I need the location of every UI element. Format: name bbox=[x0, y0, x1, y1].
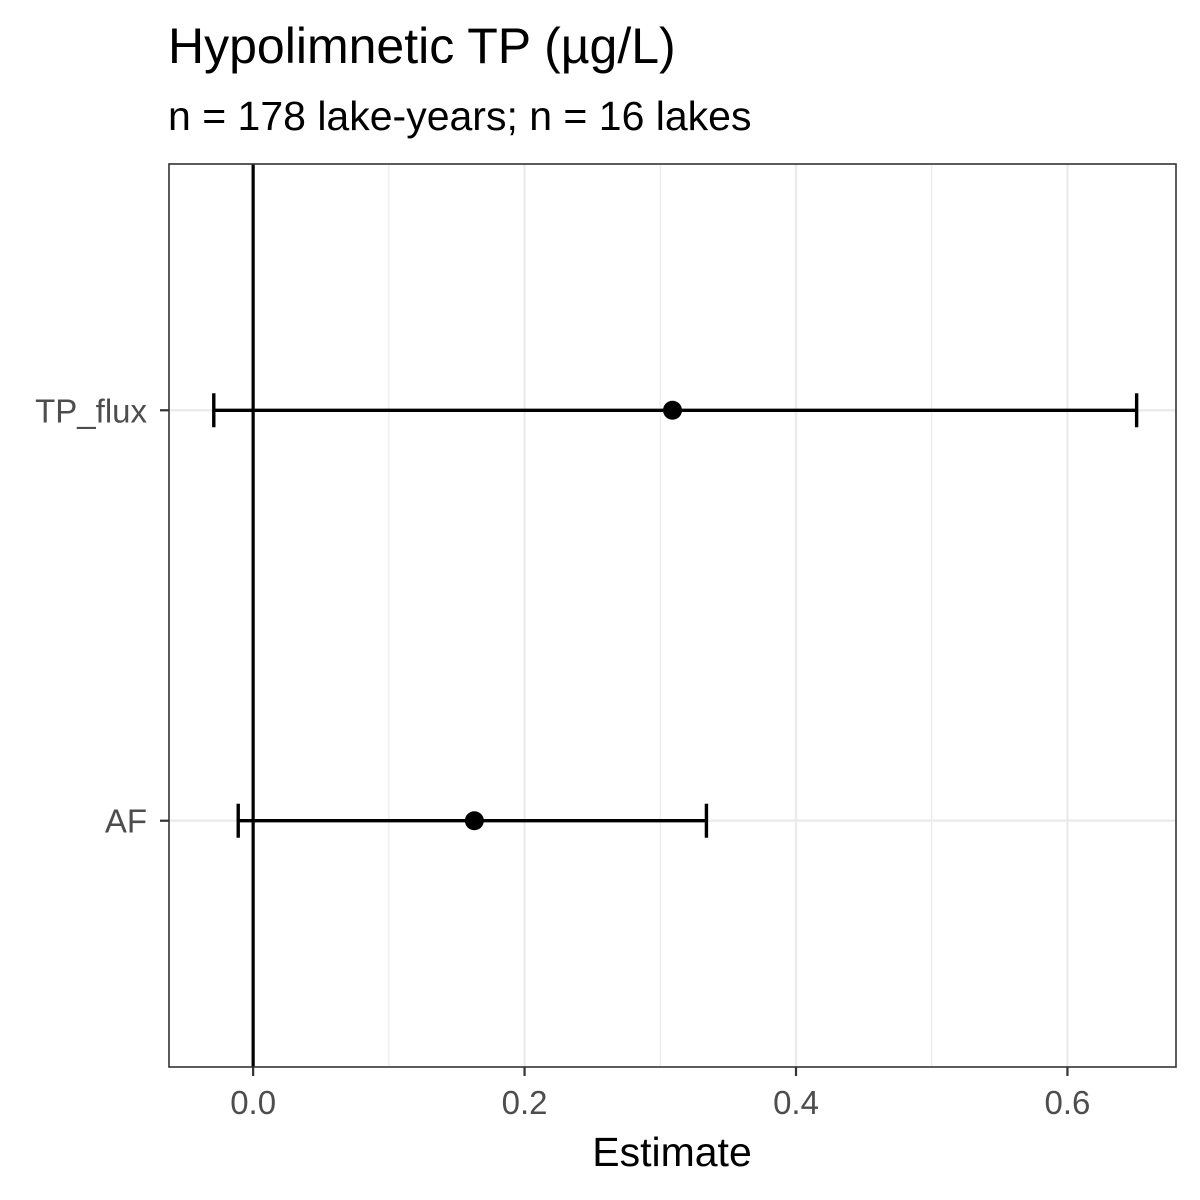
panel-border bbox=[168, 163, 1177, 1068]
x-tick-label: 0.4 bbox=[773, 1084, 819, 1121]
grid-lines bbox=[169, 164, 1176, 1067]
x-tick-label: 0.0 bbox=[230, 1084, 276, 1121]
x-tick-label: 0.6 bbox=[1044, 1084, 1090, 1121]
x-axis-title: Estimate bbox=[592, 1129, 752, 1175]
chart-subtitle: n = 178 lake-years; n = 16 lakes bbox=[168, 93, 751, 139]
axis-layer: 0.0 0.2 0.4 0.6 AF TP_flux bbox=[35, 392, 1090, 1121]
estimate-point-tp-flux bbox=[663, 400, 682, 420]
y-tick-label: AF bbox=[105, 803, 147, 840]
y-tick-label: TP_flux bbox=[35, 392, 147, 429]
estimate-point-af bbox=[464, 811, 484, 831]
x-tick-label: 0.2 bbox=[502, 1084, 548, 1121]
chart-title: Hypolimnetic TP (µg/L) bbox=[168, 18, 676, 74]
data-layer bbox=[212, 393, 1139, 838]
